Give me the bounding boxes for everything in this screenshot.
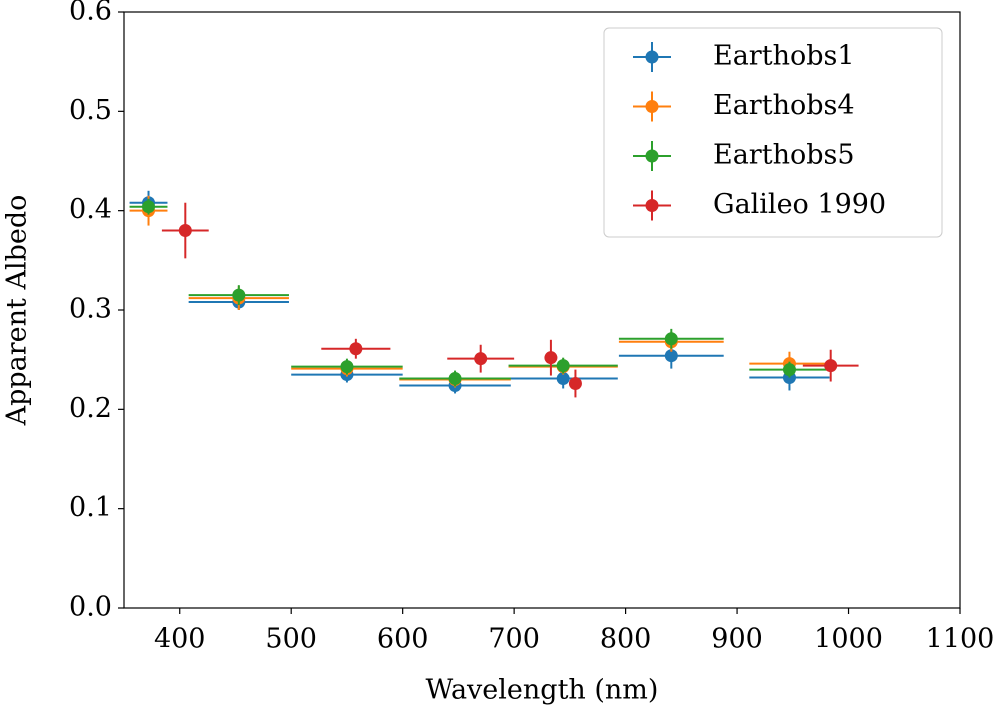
y-axis-label: Apparent Albedo [2,195,33,427]
data-point [568,377,582,391]
y-tick-label: 0.6 [69,0,112,27]
data-point [448,372,462,386]
x-tick-label: 400 [154,624,206,655]
x-tick-label: 800 [600,624,652,655]
legend-marker [645,50,659,64]
data-point [474,352,488,366]
x-tick-label: 500 [265,624,317,655]
legend-label: Earthobs5 [713,140,855,171]
y-tick-label: 0.2 [69,393,112,424]
x-tick-label: 1100 [926,624,995,655]
y-tick-label: 0.3 [69,294,112,325]
data-point [664,349,678,363]
legend-label: Galileo 1990 [713,189,886,220]
legend: Earthobs1 Earthobs4 Earthobs5 Galileo 1990 [603,27,943,238]
data-point [556,359,570,373]
y-tick-label: 0.4 [69,194,112,225]
legend-box [603,27,943,238]
legend-label: Earthobs4 [713,90,855,121]
data-point [824,359,838,373]
y-tick-label: 0.5 [69,95,112,126]
y-tick-label: 0.0 [69,592,112,623]
x-axis-label: Wavelength (nm) [426,675,659,706]
data-point [232,288,246,302]
legend-marker [645,149,659,163]
data-point [664,332,678,346]
data-point [782,363,796,377]
data-point [340,360,354,374]
x-tick-label: 900 [711,624,763,655]
legend-marker [645,199,659,212]
data-point [142,200,156,214]
data-point [556,372,570,386]
x-tick-label: 700 [488,624,540,655]
data-point [178,224,192,238]
legend-label: Earthobs1 [713,41,855,72]
x-tick-label: 1000 [814,624,883,655]
y-tick-label: 0.1 [69,492,112,523]
data-point [349,342,363,356]
legend-marker [645,100,659,113]
x-tick-label: 600 [377,624,429,655]
data-point [544,351,558,365]
